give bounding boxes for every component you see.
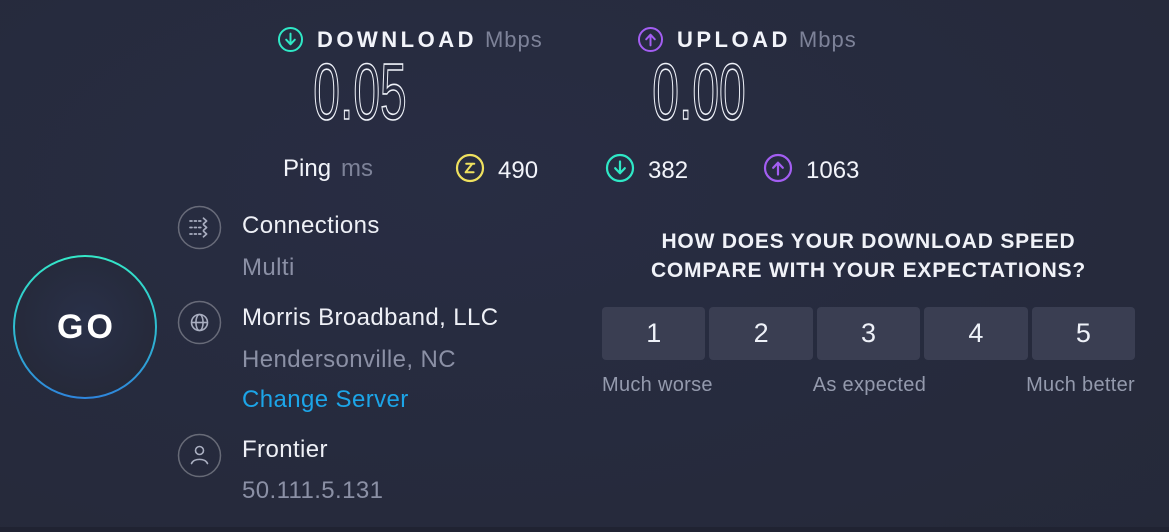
survey-question: HOW DOES YOUR DOWNLOAD SPEED COMPARE WIT… bbox=[602, 227, 1135, 285]
go-button-inner: GO bbox=[15, 257, 155, 397]
rating-button-group: 1 2 3 4 5 bbox=[602, 307, 1136, 360]
rating-button-3[interactable]: 3 bbox=[816, 307, 921, 360]
rating-button-1[interactable]: 1 bbox=[602, 307, 706, 360]
upload-latency-icon bbox=[763, 153, 793, 183]
download-icon bbox=[277, 26, 304, 53]
download-value: 0.05 bbox=[313, 47, 407, 136]
upload-latency-value: 1063 bbox=[806, 157, 860, 184]
upload-value: 0.00 bbox=[652, 47, 746, 136]
download-label: DOWNLOAD bbox=[317, 26, 477, 52]
rating-button-4[interactable]: 4 bbox=[924, 307, 1028, 360]
upload-icon bbox=[637, 26, 664, 53]
scale-label-mid: As expected bbox=[812, 374, 927, 396]
idle-latency-icon bbox=[455, 153, 485, 183]
server-location: Hendersonville, NC bbox=[242, 346, 456, 373]
server-name: Morris Broadband, LLC bbox=[242, 304, 499, 331]
connections-label: Connections bbox=[242, 212, 380, 239]
bottom-divider bbox=[0, 527, 1169, 532]
survey-question-line1: HOW DOES YOUR DOWNLOAD SPEED bbox=[661, 230, 1076, 253]
idle-latency-value: 490 bbox=[498, 157, 539, 184]
download-header: DOWNLOAD Mbps bbox=[277, 26, 543, 53]
change-server-link[interactable]: Change Server bbox=[242, 386, 409, 413]
rating-scale-labels: Much worse As expected Much better bbox=[602, 374, 1135, 397]
go-button[interactable]: GO bbox=[13, 255, 157, 399]
scale-label-low: Much worse bbox=[602, 374, 713, 396]
survey-question-line2: COMPARE WITH YOUR EXPECTATIONS? bbox=[650, 259, 1087, 282]
server-globe-icon bbox=[177, 300, 222, 345]
ping-label: Ping bbox=[283, 155, 332, 182]
ping-unit: ms bbox=[341, 155, 374, 182]
upload-unit: Mbps bbox=[798, 26, 857, 52]
ping-label-group: Ping ms bbox=[283, 155, 373, 183]
connections-icon bbox=[177, 205, 222, 250]
isp-ip-address: 50.111.5.131 bbox=[242, 477, 384, 504]
go-button-label: GO bbox=[57, 307, 116, 346]
upload-label: UPLOAD bbox=[677, 26, 791, 52]
isp-person-icon bbox=[177, 433, 222, 478]
download-latency-icon bbox=[605, 153, 635, 183]
rating-button-5[interactable]: 5 bbox=[1031, 307, 1136, 360]
download-unit: Mbps bbox=[484, 26, 543, 52]
scale-label-high: Much better bbox=[1026, 374, 1135, 396]
download-latency-value: 382 bbox=[648, 157, 689, 184]
connections-value: Multi bbox=[242, 254, 295, 281]
upload-header: UPLOAD Mbps bbox=[637, 26, 857, 53]
isp-name: Frontier bbox=[242, 436, 328, 463]
rating-button-2[interactable]: 2 bbox=[709, 307, 813, 360]
